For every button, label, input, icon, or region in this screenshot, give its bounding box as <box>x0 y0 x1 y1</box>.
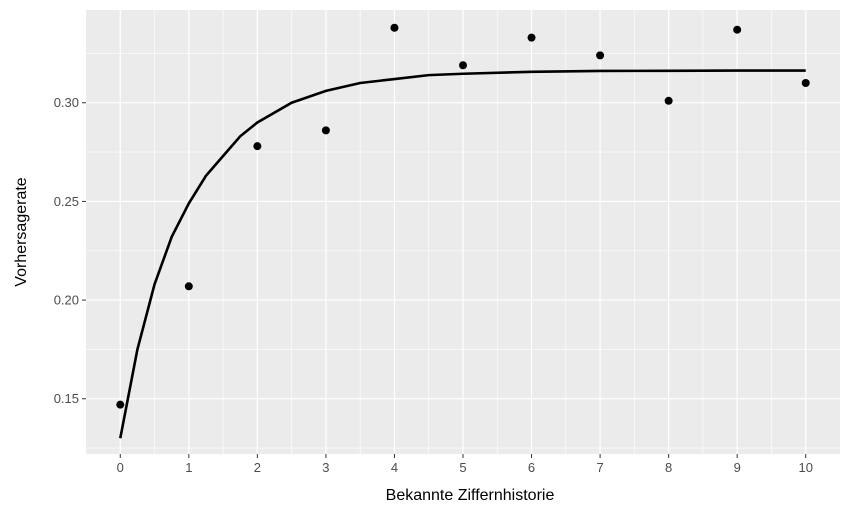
major-grid <box>86 10 840 454</box>
data-point <box>801 79 810 88</box>
fit-line <box>118 69 806 439</box>
x-tick-label: 1 <box>185 460 192 475</box>
y-tick-label: 0.15 <box>54 391 79 406</box>
data-points <box>116 23 810 409</box>
x-axis: 0 1 2 3 4 5 6 7 8 9 10 <box>117 454 813 475</box>
x-tick-label: 3 <box>322 460 329 475</box>
x-tick-label: 5 <box>459 460 466 475</box>
data-point <box>527 33 536 42</box>
x-tick-label: 9 <box>734 460 741 475</box>
x-tick-label: 10 <box>798 460 812 475</box>
x-tick-label: 7 <box>596 460 603 475</box>
x-axis-title: Bekannte Ziffernhistorie <box>386 487 555 504</box>
y-axis-title: Vorhersagerate <box>13 177 30 287</box>
data-point <box>321 126 330 135</box>
data-point <box>116 400 125 409</box>
data-point <box>390 23 399 32</box>
y-tick-label: 0.25 <box>54 194 79 209</box>
data-point <box>596 51 605 60</box>
x-tick-label: 4 <box>391 460 398 475</box>
x-tick-label: 6 <box>528 460 535 475</box>
y-tick-label: 0.20 <box>54 293 79 308</box>
data-point <box>459 61 467 70</box>
data-point <box>253 142 262 151</box>
data-point <box>184 282 193 291</box>
x-tick-label: 2 <box>254 460 261 475</box>
x-tick-label: 8 <box>665 460 672 475</box>
x-tick-label: 0 <box>117 460 124 475</box>
y-axis: 0.15 0.20 0.25 0.30 <box>54 95 86 406</box>
data-point <box>733 25 742 34</box>
y-tick-label: 0.30 <box>54 95 79 110</box>
data-point <box>664 96 673 105</box>
